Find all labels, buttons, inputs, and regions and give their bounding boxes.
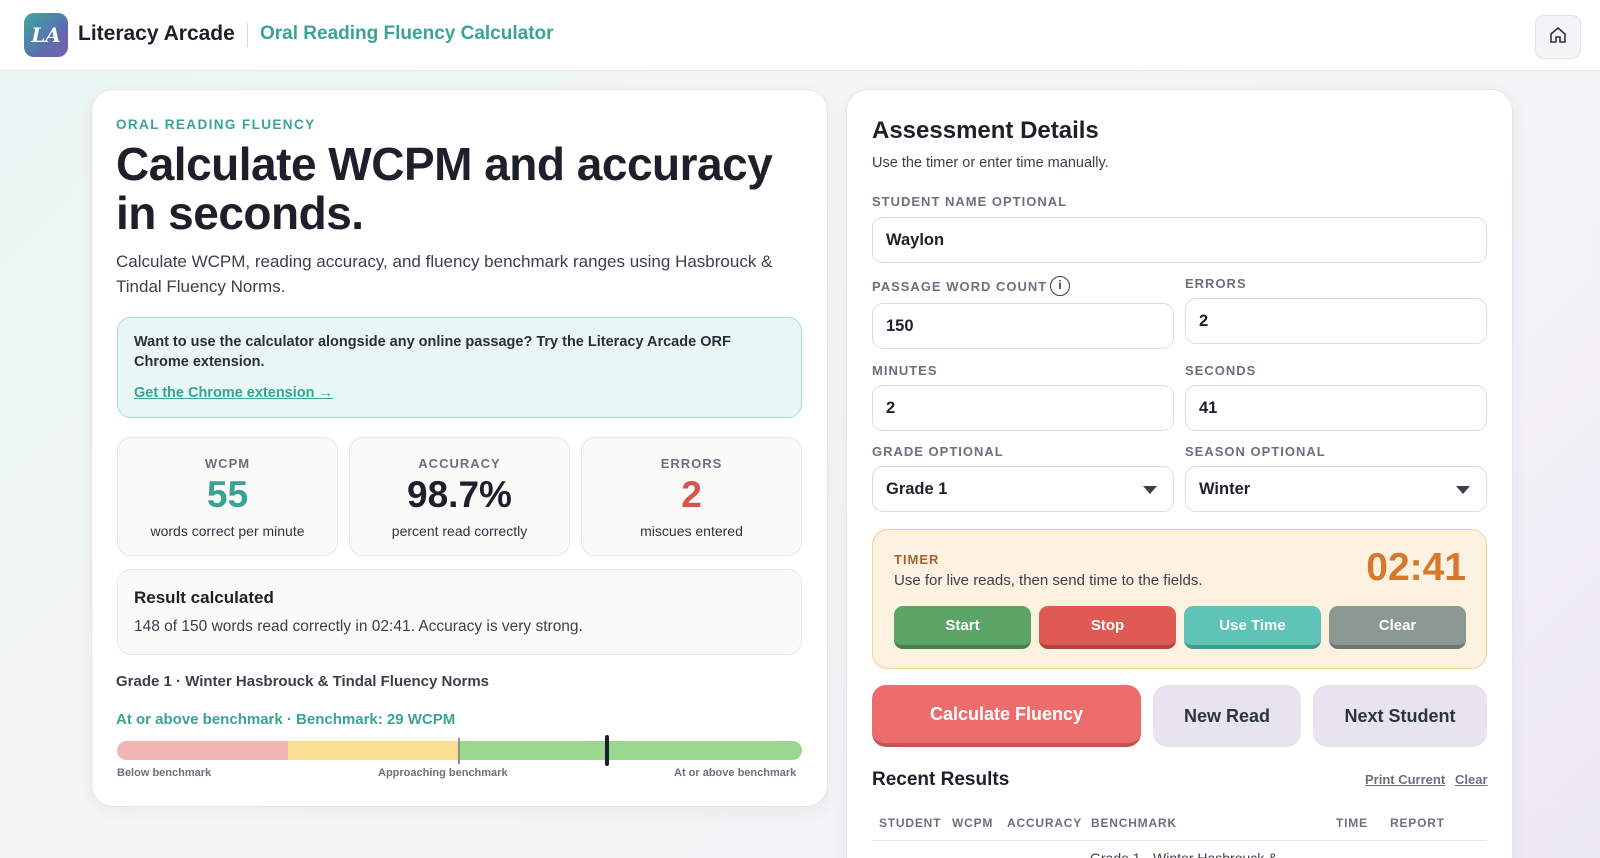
top-bar: LA Literacy Arcade Oral Reading Fluency … (0, 0, 1600, 71)
benchmark-status: At or above benchmark · Benchmark: 29 WC… (116, 711, 456, 728)
table-row: Grade 1 · Winter Hasbrouck & (1090, 850, 1278, 858)
minutes-label: MINUTES (872, 363, 938, 378)
page-headline: Calculate WCPM and accuracy in seconds. (116, 138, 773, 239)
student-score-marker (605, 735, 609, 766)
chevron-down-icon (1143, 486, 1157, 494)
home-button[interactable] (1535, 15, 1581, 59)
assessment-subtitle: Use the timer or enter time manually. (872, 155, 1109, 171)
student-name-label: STUDENT NAME OPTIONAL (872, 194, 1068, 209)
result-summary: Result calculated 148 of 150 words read … (117, 569, 802, 655)
accuracy-label: ACCURACY (418, 456, 501, 471)
seconds-label: SECONDS (1185, 363, 1257, 378)
timer-use-time-button[interactable]: Use Time (1184, 606, 1321, 649)
grade-select[interactable]: Grade 1 (872, 466, 1174, 512)
timer-description: Use for live reads, then send time to th… (894, 572, 1203, 589)
info-icon[interactable]: i (1050, 276, 1070, 296)
grade-value: Grade 1 (886, 479, 948, 498)
norms-title: Grade 1 · Winter Hasbrouck & Tindal Flue… (116, 673, 490, 690)
calculate-fluency-button[interactable]: Calculate Fluency (872, 685, 1141, 747)
column-header-accuracy: ACCURACY (1007, 816, 1083, 830)
errors-input[interactable]: 2 (1185, 298, 1487, 344)
errors-value: 2 (681, 474, 702, 515)
above-benchmark-label: At or above benchmark (674, 767, 797, 779)
literacy-arcade-logo[interactable]: LA (24, 13, 68, 57)
word-count-label: PASSAGE WORD COUNT (872, 279, 1048, 294)
approaching-benchmark-label: Approaching benchmark (378, 767, 508, 779)
page-subtitle: Calculate WCPM, reading accuracy, and fl… (116, 252, 773, 296)
brand-divider (247, 23, 248, 47)
column-header-benchmark: BENCHMARK (1091, 816, 1177, 830)
benchmark-bar (117, 741, 802, 760)
accuracy-desc: percent read correctly (391, 523, 528, 539)
grade-label: GRADE OPTIONAL (872, 444, 1004, 459)
errors-field-label: ERRORS (1185, 276, 1247, 291)
benchmark-threshold-tick (458, 738, 460, 764)
timer-display: 02:41 (1366, 546, 1466, 589)
errors-desc: miscues entered (640, 523, 743, 539)
logo-text: LA (31, 23, 61, 47)
approaching-benchmark-segment (288, 741, 459, 760)
season-value: Winter (1199, 479, 1251, 498)
wcpm-value: 55 (206, 474, 249, 515)
timer-clear-button[interactable]: Clear (1329, 606, 1466, 649)
print-current-link[interactable]: Print Current (1365, 772, 1446, 787)
column-header-time: TIME (1336, 816, 1368, 830)
table-header-divider (872, 840, 1487, 841)
accuracy-value: 98.7% (407, 474, 512, 515)
result-text: 148 of 150 words read correctly in 02:41… (134, 618, 583, 635)
word-count-input[interactable]: 150 (872, 303, 1174, 349)
recent-results-title: Recent Results (872, 769, 1010, 790)
column-header-student: STUDENT (879, 816, 942, 830)
brand-name[interactable]: Literacy Arcade (78, 22, 235, 45)
eyebrow-label: ORAL READING FLUENCY (116, 117, 316, 132)
app-title: Oral Reading Fluency Calculator (260, 23, 554, 44)
column-header-wcpm: WCPM (952, 816, 994, 830)
chrome-extension-promo: Want to use the calculator alongside any… (117, 317, 802, 418)
assessment-title: Assessment Details (872, 117, 1099, 144)
student-name-input[interactable]: Waylon (872, 217, 1487, 263)
seconds-input[interactable]: 41 (1185, 385, 1487, 431)
timer-panel: TIMER Use for live reads, then send time… (872, 529, 1487, 669)
errors-stat: ERRORS 2 miscues entered (581, 437, 802, 556)
new-read-button[interactable]: New Read (1153, 685, 1301, 747)
wcpm-stat: WCPM 55 words correct per minute (117, 437, 338, 556)
next-student-button[interactable]: Next Student (1313, 685, 1487, 747)
home-icon (1548, 25, 1568, 50)
result-title: Result calculated (134, 588, 274, 607)
timer-stop-button[interactable]: Stop (1039, 606, 1176, 649)
season-select[interactable]: Winter (1185, 466, 1487, 512)
promo-text: Want to use the calculator alongside any… (134, 334, 731, 370)
accuracy-stat: ACCURACY 98.7% percent read correctly (349, 437, 570, 556)
column-header-report: REPORT (1390, 816, 1445, 830)
clear-results-link[interactable]: Clear (1455, 772, 1488, 787)
wcpm-label: WCPM (204, 456, 251, 471)
above-benchmark-segment (459, 741, 802, 760)
below-benchmark-label: Below benchmark (117, 767, 212, 779)
errors-label: ERRORS (660, 456, 723, 471)
minutes-input[interactable]: 2 (872, 385, 1174, 431)
season-label: SEASON OPTIONAL (1185, 444, 1326, 459)
chrome-extension-link[interactable]: Get the Chrome extension → (134, 385, 334, 401)
chevron-down-icon (1456, 486, 1470, 494)
timer-label: TIMER (894, 552, 940, 567)
timer-start-button[interactable]: Start (894, 606, 1031, 649)
wcpm-desc: words correct per minute (150, 523, 305, 539)
below-benchmark-segment (117, 741, 288, 760)
